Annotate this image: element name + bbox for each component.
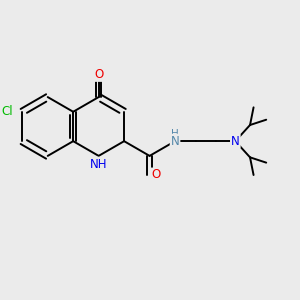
Text: N: N: [171, 135, 179, 148]
Text: NH: NH: [90, 158, 107, 171]
Text: N: N: [231, 135, 240, 148]
Text: H: H: [171, 129, 179, 139]
Text: O: O: [94, 68, 103, 81]
Text: Cl: Cl: [1, 105, 13, 118]
Text: O: O: [152, 169, 161, 182]
